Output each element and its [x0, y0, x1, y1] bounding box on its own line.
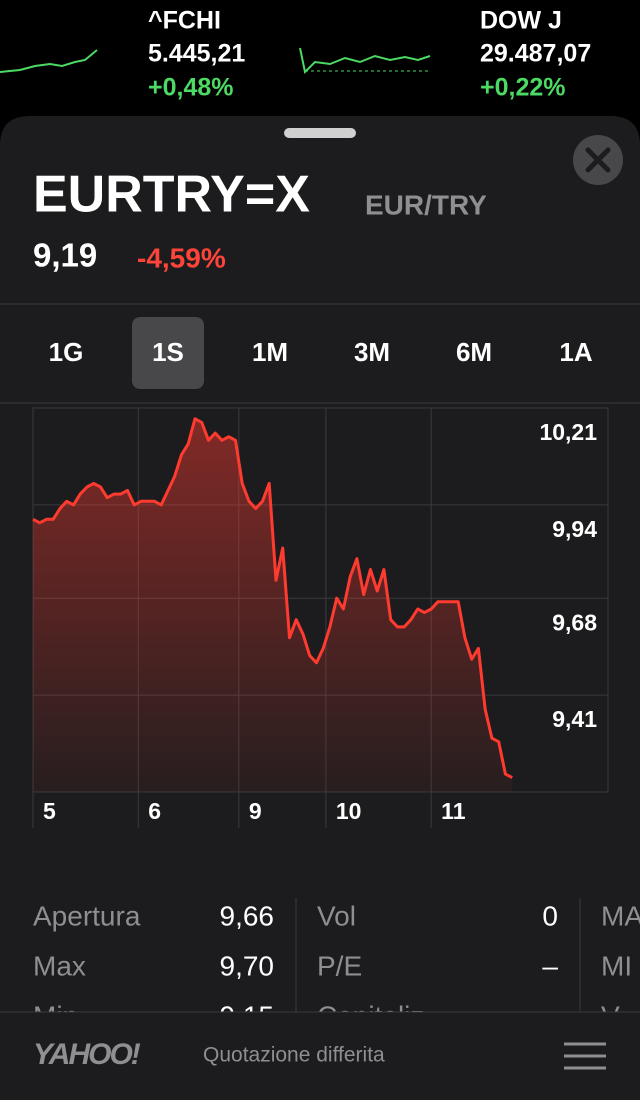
- range-selector: 1G 1S 1M 3M 6M 1A: [49, 317, 593, 389]
- drag-handle[interactable]: [284, 128, 356, 138]
- stat-value: 0: [542, 900, 558, 931]
- range-option[interactable]: 1S: [152, 337, 184, 367]
- ticker-change: +0,22%: [480, 74, 566, 102]
- ticker-price: 29.487,07: [480, 40, 591, 68]
- symbol: EURTRY=X: [33, 166, 310, 224]
- price: 9,19: [33, 237, 97, 274]
- stat-label: MI: [601, 950, 632, 981]
- x-tick-label: 10: [336, 798, 362, 824]
- range-selected: [132, 317, 204, 389]
- stat-label: Max: [33, 950, 86, 981]
- stat-label: P/E: [317, 950, 362, 981]
- close-button[interactable]: [573, 135, 623, 185]
- x-tick-label: 9: [249, 798, 262, 824]
- y-tick-label: 9,68: [552, 609, 597, 635]
- x-tick-label: 11: [441, 798, 466, 824]
- x-tick-label: 6: [148, 798, 161, 824]
- sparkline: [299, 47, 431, 75]
- sparkline: [0, 49, 98, 73]
- ticker-symbol[interactable]: ^FCHI: [148, 7, 221, 35]
- stat-value: 9,66: [220, 900, 275, 931]
- ticker-change: +0,48%: [148, 74, 234, 102]
- range-option[interactable]: 1G: [49, 337, 84, 367]
- y-tick-label: 9,94: [552, 516, 597, 542]
- stat-value: 9,70: [220, 950, 275, 981]
- pair-name: EUR/TRY: [365, 189, 487, 220]
- y-tick-label: 9,41: [552, 706, 597, 732]
- price-line: [32, 417, 513, 779]
- price-change: -4,59%: [137, 242, 226, 273]
- price-area: [33, 418, 513, 792]
- brand-logo[interactable]: YAHOO!: [33, 1038, 143, 1071]
- stat-label: Apertura: [33, 900, 141, 931]
- x-tick-label: 5: [43, 798, 56, 824]
- stat-label: Vol: [317, 900, 356, 931]
- close-icon: [585, 147, 611, 173]
- ticker-symbol[interactable]: DOW J: [480, 7, 562, 35]
- range-option[interactable]: 6M: [456, 337, 492, 367]
- y-tick-label: 10,21: [539, 419, 597, 445]
- range-option[interactable]: 1M: [252, 337, 288, 367]
- delay-note: Quotazione differita: [203, 1044, 385, 1067]
- stat-value: –: [542, 950, 558, 981]
- range-option[interactable]: 1A: [559, 337, 592, 367]
- range-option[interactable]: 3M: [354, 337, 390, 367]
- footer: [0, 1012, 640, 1100]
- chart: 10,21 9,94 9,68 9,41 5 6 9 10 11: [32, 407, 609, 828]
- ticker-price: 5.445,21: [148, 40, 245, 68]
- list-icon[interactable]: [564, 1042, 606, 1070]
- stat-label: MA: [601, 900, 640, 931]
